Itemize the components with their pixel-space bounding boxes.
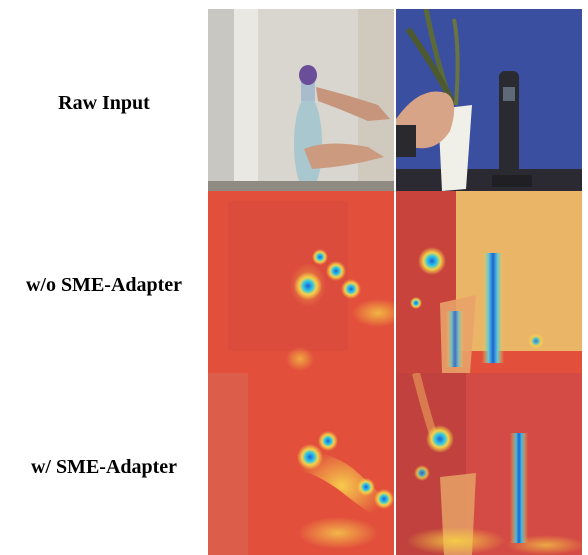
heatmap-image xyxy=(396,373,582,555)
heatmap-image xyxy=(396,191,582,373)
raw-image-bottle xyxy=(208,9,394,191)
heatmap-without-adapter-plant xyxy=(396,191,582,373)
heatmap-image xyxy=(208,191,394,373)
row-label-with-adapter: w/ SME-Adapter xyxy=(30,456,178,478)
row-label-without-adapter: w/o SME-Adapter xyxy=(25,274,183,296)
heatmap-image xyxy=(208,373,394,555)
raw-image-plant xyxy=(396,9,582,191)
row-label-raw-input: Raw Input xyxy=(58,92,150,114)
plant-scene-image xyxy=(396,9,582,191)
heatmap-with-adapter-plant xyxy=(396,373,582,555)
heatmap-without-adapter-bottle xyxy=(208,191,394,373)
heatmap-with-adapter-bottle xyxy=(208,373,394,555)
bottle-scene-image xyxy=(208,9,394,191)
